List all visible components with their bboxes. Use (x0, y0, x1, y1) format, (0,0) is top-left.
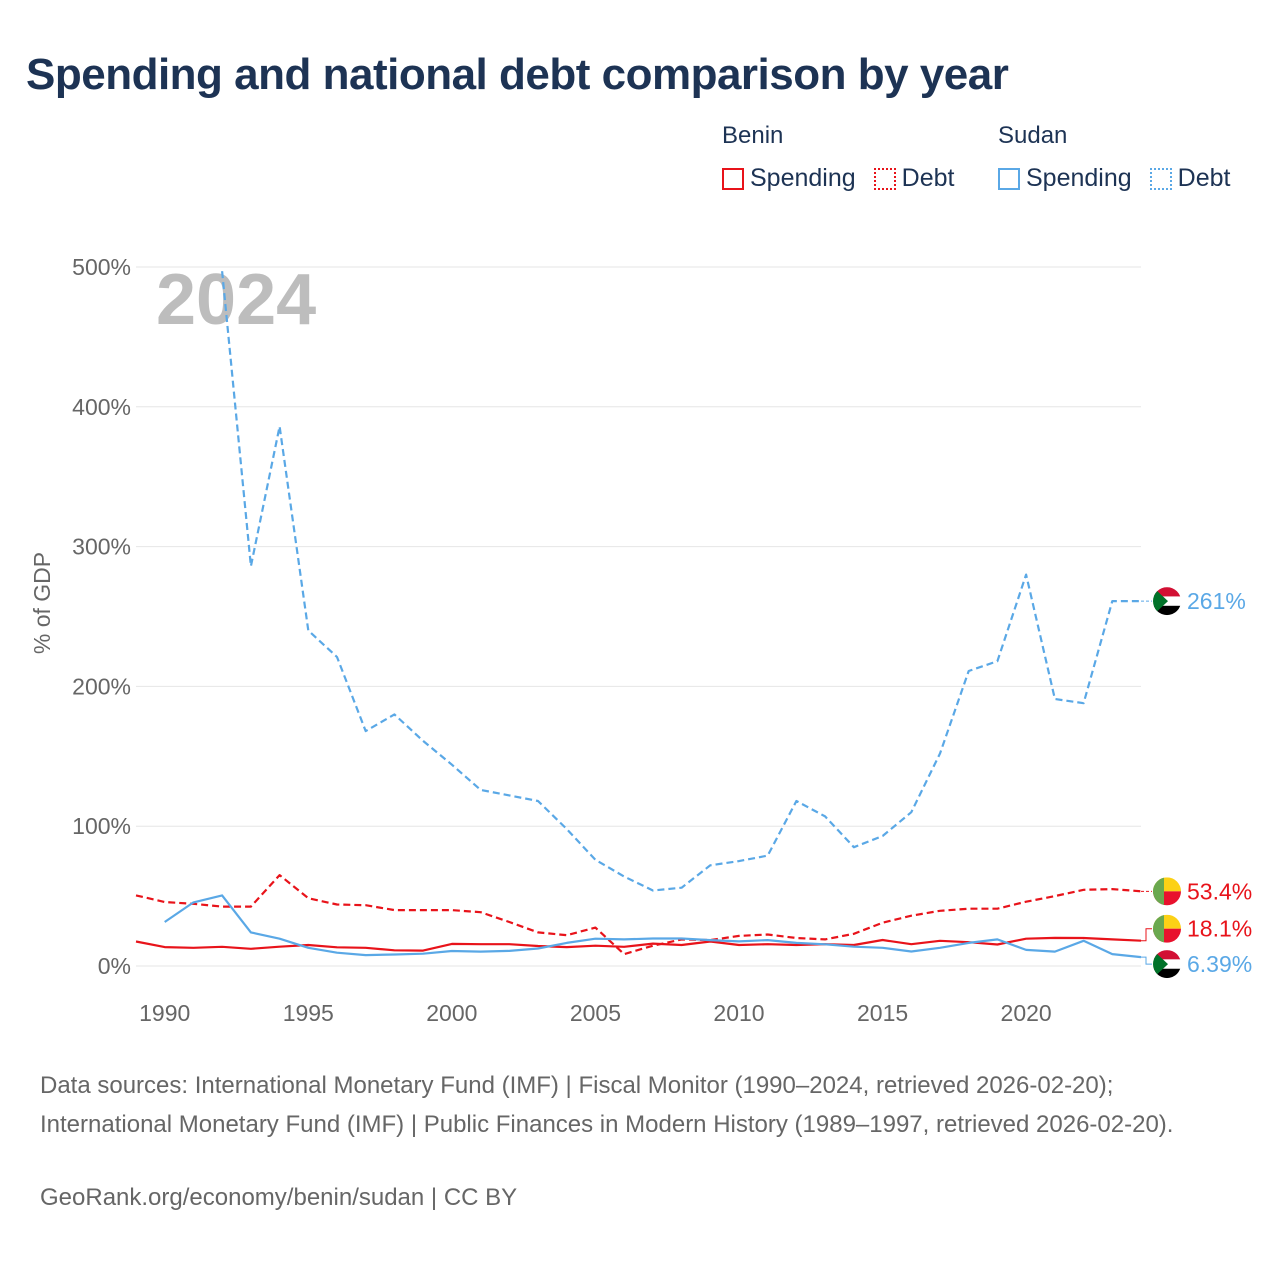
legend-benin-debt[interactable]: Debt (873, 164, 954, 193)
y-axis-label: % of GDP (29, 552, 55, 654)
x-tick-label: 2020 (1001, 1000, 1052, 1026)
y-tick-label: 500% (72, 254, 131, 280)
legend-swatch-dotted (873, 167, 896, 190)
data-sources: Data sources: International Monetary Fun… (40, 1072, 1174, 1138)
end-label-connector (1141, 956, 1152, 965)
chart-title: Spending and national debt comparison by… (26, 50, 1009, 99)
end-value-label: 6.39% (1187, 951, 1252, 977)
line-chart: 0% 100% 200% 300% 400% 500% 1990 1995 2000 2005 20… (29, 254, 1252, 1026)
y-tick-label: 0% (98, 953, 131, 979)
sudan-flag-icon (1153, 950, 1181, 979)
y-tick-label: 100% (72, 813, 131, 839)
legend-sudan-spending[interactable]: Spending (998, 164, 1132, 193)
legend-group-label: Sudan (998, 122, 1068, 149)
series-line-sudan-debt (221, 271, 1141, 892)
legend-sudan-debt[interactable]: Debt (1149, 164, 1230, 193)
end-label-connector (1141, 928, 1152, 942)
benin-flag-icon (1153, 877, 1181, 906)
end-value-label: 53.4% (1187, 878, 1252, 904)
legend-group-label: Benin (722, 122, 784, 149)
end-value-label: 261% (1187, 588, 1246, 614)
y-tick-label: 200% (72, 673, 131, 699)
x-tick-label: 2010 (713, 1000, 764, 1026)
x-tick-label: 2015 (857, 1000, 908, 1026)
legend-swatch-dotted (1149, 167, 1172, 190)
series-line-sudan-spending (164, 894, 1142, 959)
legend-group-sudan: Sudan Spending Debt (998, 122, 1248, 193)
y-tick-label: 400% (72, 394, 131, 420)
sudan-flag-icon (1153, 587, 1181, 616)
x-tick-label: 2005 (570, 1000, 621, 1026)
legend-benin-spending[interactable]: Spending (722, 164, 856, 193)
legend-group-benin: Benin Spending Debt (722, 122, 972, 193)
credit-line: GeoRank.org/economy/benin/sudan | CC BY (40, 1184, 518, 1211)
legend-swatch-solid (998, 167, 1020, 190)
benin-flag-icon (1153, 914, 1181, 943)
x-tick-label: 1995 (283, 1000, 334, 1026)
y-tick-label: 300% (72, 534, 131, 560)
year-watermark: 2024 (156, 260, 316, 340)
x-tick-label: 1990 (139, 1000, 190, 1026)
end-value-label: 18.1% (1187, 916, 1252, 942)
series-line-benin-debt (135, 874, 1142, 956)
x-tick-label: 2000 (426, 1000, 477, 1026)
legend-swatch-solid (722, 167, 744, 190)
